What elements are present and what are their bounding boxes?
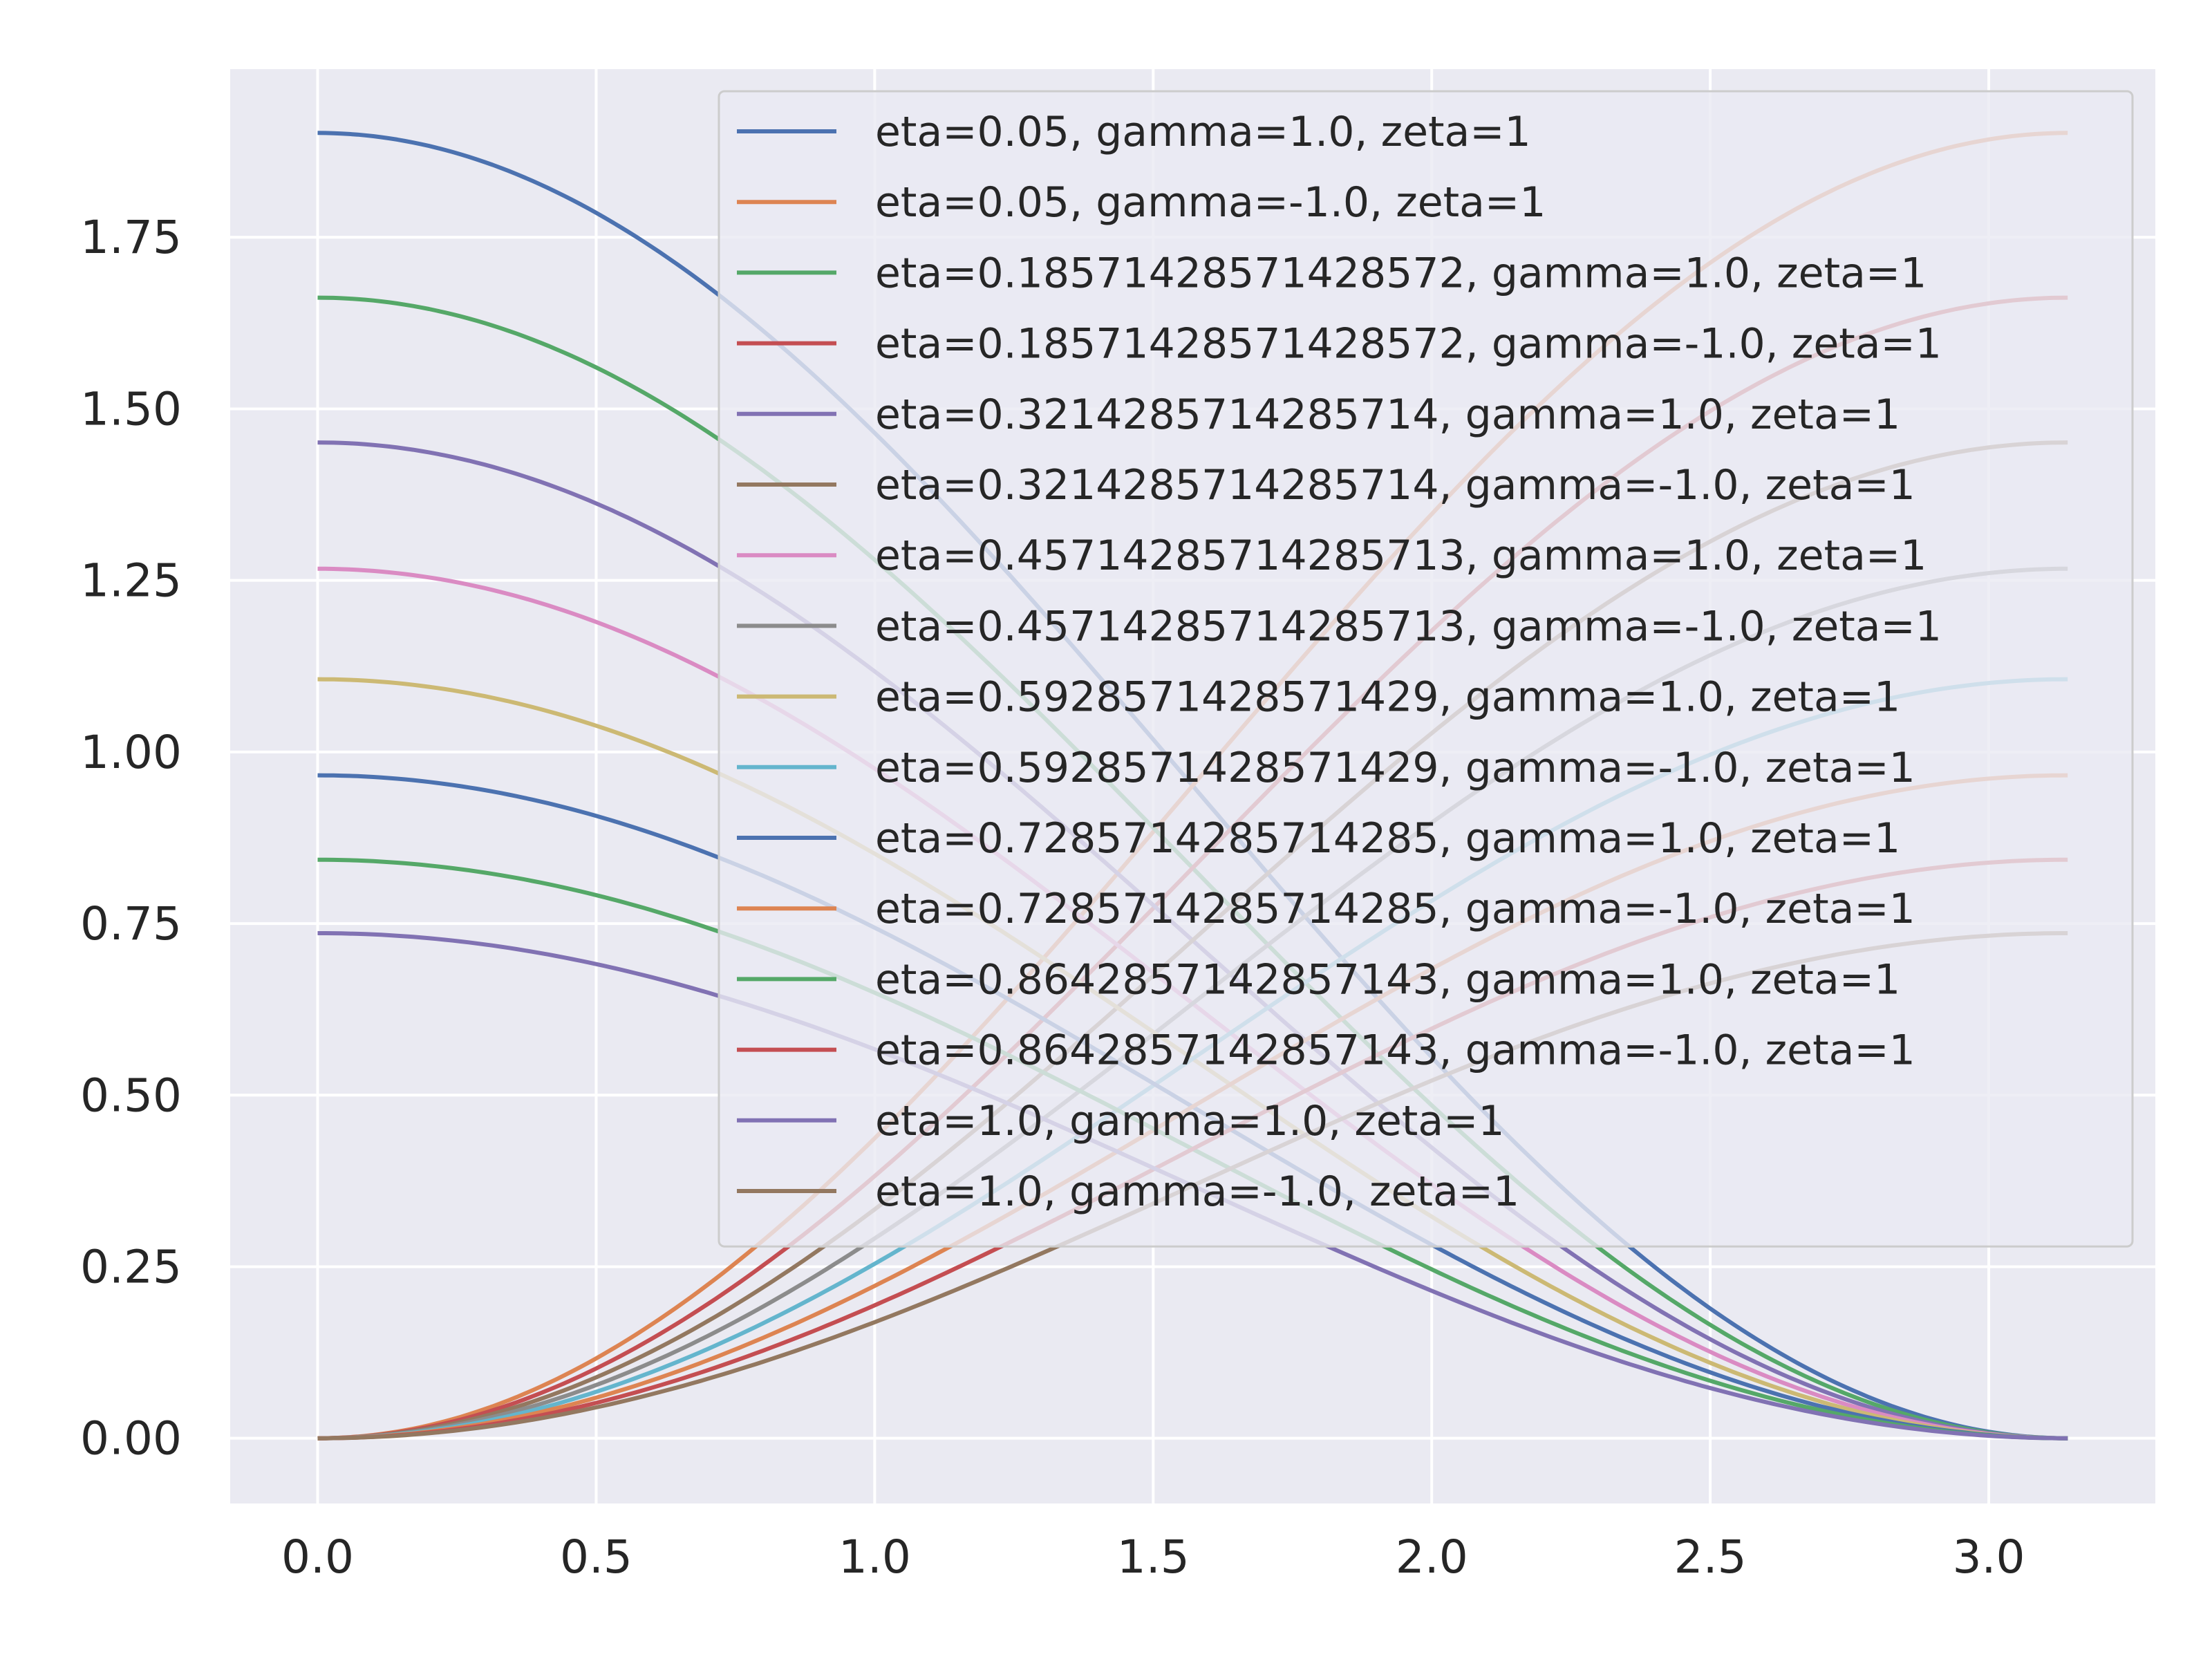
legend-label: eta=0.18571428571428572, gamma=1.0, zeta… (875, 249, 1927, 297)
y-tick-label: 0.75 (80, 897, 182, 950)
x-tick-label: 1.0 (838, 1530, 911, 1584)
y-tick-label: 0.50 (80, 1069, 182, 1122)
legend-label: eta=0.05, gamma=1.0, zeta=1 (875, 108, 1531, 156)
legend-label: eta=0.7285714285714285, gamma=1.0, zeta=… (875, 814, 1900, 863)
x-tick-label: 3.0 (1953, 1530, 2025, 1584)
legend-label: eta=0.05, gamma=-1.0, zeta=1 (875, 178, 1546, 227)
legend-label: eta=1.0, gamma=-1.0, zeta=1 (875, 1168, 1519, 1216)
legend-label: eta=0.5928571428571429, gamma=1.0, zeta=… (875, 673, 1900, 722)
legend-label: eta=1.0, gamma=1.0, zeta=1 (875, 1097, 1505, 1145)
x-tick-label: 2.0 (1396, 1530, 1468, 1584)
y-tick-label: 1.75 (80, 211, 182, 264)
legend-label: eta=0.3214285714285714, gamma=1.0, zeta=… (875, 391, 1900, 439)
tick-labels: 0.0 0.5 1.0 1.5 2.0 2.5 3.0 0.00 0.25 0.50 0.75 1.0… (80, 211, 2025, 1584)
legend-label: eta=0.8642857142857143, gamma=1.0, zeta=… (875, 955, 1900, 1004)
y-tick-label: 1.50 (80, 382, 182, 435)
y-tick-label: 0.25 (80, 1240, 182, 1293)
legend-label: eta=0.45714285714285713, gamma=-1.0, zet… (875, 602, 1942, 650)
x-tick-label: 2.5 (1674, 1530, 1747, 1584)
y-tick-label: 1.25 (80, 554, 182, 608)
x-tick-label: 0.5 (560, 1530, 632, 1584)
y-tick-label: 0.00 (80, 1412, 182, 1465)
x-tick-label: 1.5 (1117, 1530, 1190, 1584)
legend-label: eta=0.8642857142857143, gamma=-1.0, zeta… (875, 1027, 1915, 1075)
legend-label: eta=0.7285714285714285, gamma=-1.0, zeta… (875, 885, 1915, 933)
legend-label: eta=0.45714285714285713, gamma=1.0, zeta… (875, 532, 1927, 580)
legend-label: eta=0.5928571428571429, gamma=-1.0, zeta… (875, 744, 1915, 792)
legend-label: eta=0.3214285714285714, gamma=-1.0, zeta… (875, 461, 1915, 509)
legend: eta=0.05, gamma=1.0, zeta=1 eta=0.05, gam… (718, 90, 2134, 1248)
y-tick-label: 1.00 (80, 726, 182, 779)
legend-label: eta=0.18571428571428572, gamma=-1.0, zet… (875, 320, 1942, 368)
x-tick-label: 0.0 (281, 1530, 354, 1584)
legend-box (718, 90, 2134, 1248)
